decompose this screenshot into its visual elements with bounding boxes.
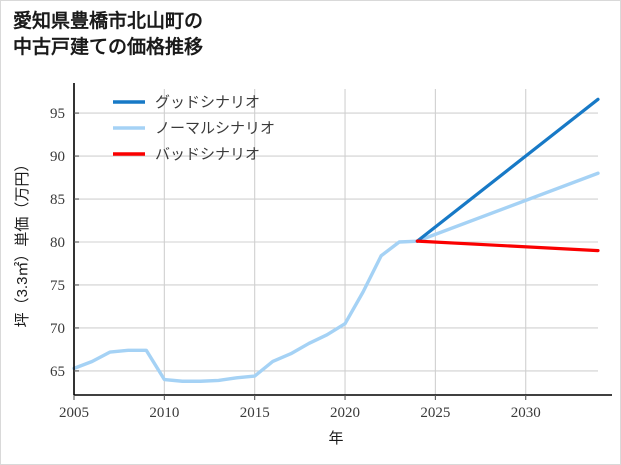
series-lines: [72, 97, 600, 383]
x-tick-label: 2020: [330, 405, 360, 421]
y-tick-label: 90: [50, 149, 65, 165]
y-gridlines: [74, 112, 598, 372]
y-tick-label: 80: [50, 235, 65, 251]
y-axis-tick-labels: 65 70 75 80 85 90 95: [50, 106, 65, 380]
series-line-bad: [415, 239, 600, 253]
chart-title: 愛知県豊橋市北山町の 中古戸建ての価格推移: [13, 11, 204, 58]
x-tick-label: 2005: [59, 405, 89, 421]
y-axis-ticks: [74, 112, 79, 372]
legend-label-2: ノーマルシナリオ: [155, 121, 275, 137]
y-tick-label: 70: [50, 321, 65, 337]
x-tick-label: 2025: [420, 405, 450, 421]
x-tick-label: 2030: [511, 405, 541, 421]
legend-label-1: グッドシナリオ: [155, 94, 260, 111]
y-tick-label: 65: [50, 364, 65, 380]
y-tick-label: 75: [50, 278, 65, 294]
legend-label-3: バッドシナリオ: [155, 147, 260, 163]
x-axis-title: 年: [328, 430, 343, 447]
x-axis-ticks: [73, 395, 527, 400]
x-tick-label: 2010: [149, 405, 179, 421]
y-axis-title: 坪（3.3㎡）単価（万円）: [14, 157, 31, 328]
x-axis-tick-labels: 2005 2010 2015 2020 2025 2030: [59, 405, 541, 421]
series-line-good: [415, 97, 600, 243]
y-tick-label: 95: [50, 106, 65, 122]
series-line-normal: [72, 171, 600, 383]
y-tick-label: 85: [50, 192, 65, 208]
x-tick-label: 2015: [240, 405, 270, 421]
